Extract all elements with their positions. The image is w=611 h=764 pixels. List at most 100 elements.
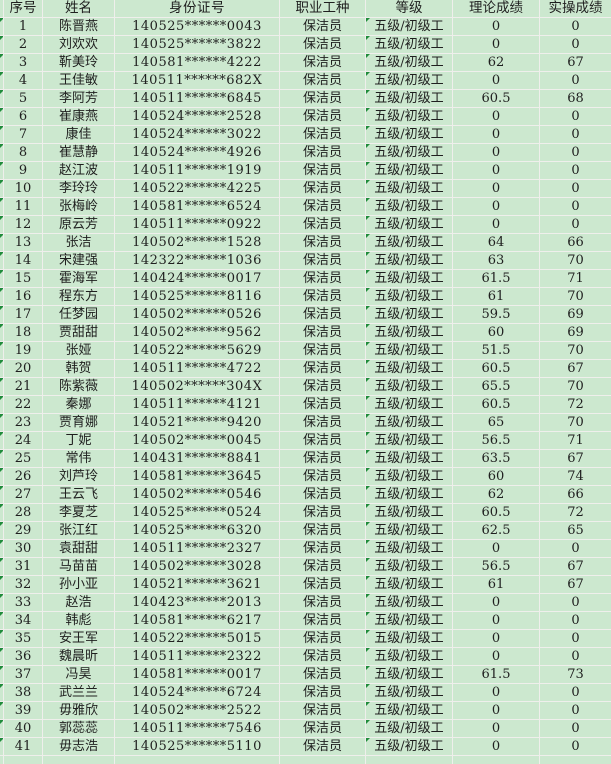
cell-name[interactable]: 陈紫薇 <box>43 378 115 395</box>
cell-job[interactable]: 保洁员 <box>280 216 366 233</box>
cell-job[interactable]: 保洁员 <box>280 468 366 485</box>
row-left-strip-cell[interactable] <box>0 288 4 305</box>
cell-practice[interactable]: 71 <box>567 271 584 286</box>
cell-level[interactable]: 五级/初级工 <box>366 540 453 557</box>
cell-practice[interactable]: 0 <box>571 649 580 664</box>
cell-name[interactable]: 韩彪 <box>43 612 115 629</box>
cell-theory[interactable]: 0 <box>453 648 540 665</box>
cell-level[interactable]: 五级/初级工 <box>366 18 453 35</box>
cell-id[interactable]: 140502******304X <box>115 378 280 395</box>
cell-seq[interactable]: 10 <box>4 180 43 197</box>
cell-name[interactable]: 李夏芝 <box>43 504 115 521</box>
row-left-strip-cell[interactable] <box>0 666 4 683</box>
row-left-strip-cell[interactable] <box>0 36 4 53</box>
cell-id[interactable]: 140502******0526 <box>115 306 280 323</box>
row-left-strip-cell[interactable] <box>0 558 4 575</box>
cell-name[interactable]: 孙小亚 <box>43 576 115 593</box>
cell-name[interactable]: 安王军 <box>43 630 115 647</box>
cell-name[interactable]: 王佳敏 <box>43 72 115 89</box>
cell-level[interactable]: 五级/初级工 <box>366 684 453 701</box>
cell-seq[interactable]: 34 <box>4 612 43 629</box>
cell-job[interactable]: 保洁员 <box>280 594 366 611</box>
cell-practice[interactable]: 72 <box>567 505 584 520</box>
row-left-strip-cell[interactable] <box>0 306 4 323</box>
cell-level[interactable]: 五级/初级工 <box>366 306 453 323</box>
cell-job[interactable]: 保洁员 <box>280 270 366 287</box>
cell-level[interactable]: 五级/初级工 <box>366 450 453 467</box>
cell-theory[interactable]: 60 <box>453 468 540 485</box>
cell-practice[interactable]: 67 <box>567 361 584 376</box>
cell-level[interactable]: 五级/初级工 <box>366 126 453 143</box>
cell-seq[interactable]: 32 <box>4 576 43 593</box>
cell-id[interactable]: 140525******0524 <box>115 504 280 521</box>
cell-practice[interactable]: 0 <box>571 145 580 160</box>
cell-theory[interactable]: 0 <box>453 630 540 647</box>
cell-id[interactable]: 140581******4222 <box>115 54 280 71</box>
cell-id[interactable]: 140521******9420 <box>115 414 280 431</box>
row-left-strip-cell[interactable] <box>0 432 4 449</box>
row-left-strip-cell[interactable] <box>0 594 4 611</box>
cell-seq[interactable]: 18 <box>4 324 43 341</box>
header-left-strip-cell[interactable] <box>0 0 4 17</box>
cell-level[interactable]: 五级/初级工 <box>366 216 453 233</box>
cell-practice[interactable]: 70 <box>567 343 584 358</box>
cell-seq[interactable]: 38 <box>4 684 43 701</box>
cell-seq[interactable]: 11 <box>4 198 43 215</box>
cell-job[interactable]: 保洁员 <box>280 252 366 269</box>
cell-job[interactable]: 保洁员 <box>280 414 366 431</box>
cell-theory[interactable]: 61 <box>453 288 540 305</box>
cell-theory[interactable]: 0 <box>453 18 540 35</box>
row-left-strip-cell[interactable] <box>0 648 4 665</box>
cell-level[interactable]: 五级/初级工 <box>366 162 453 179</box>
row-left-strip-cell[interactable] <box>0 234 4 251</box>
row-left-strip-cell[interactable] <box>0 360 4 377</box>
cell-job[interactable]: 保洁员 <box>280 198 366 215</box>
cell-id[interactable]: 140511******4722 <box>115 360 280 377</box>
cell-theory[interactable]: 64 <box>453 234 540 251</box>
cell-id[interactable]: 140511******2322 <box>115 648 280 665</box>
cell-seq[interactable]: 1 <box>4 18 43 35</box>
row-left-strip-cell[interactable] <box>0 252 4 269</box>
cell-name[interactable]: 丁妮 <box>43 432 115 449</box>
cell-level[interactable]: 五级/初级工 <box>366 738 453 755</box>
row-left-strip-cell[interactable] <box>0 18 4 35</box>
cell-practice[interactable]: 0 <box>571 181 580 196</box>
cell-practice[interactable]: 72 <box>567 397 584 412</box>
cell-practice[interactable]: 0 <box>571 613 580 628</box>
cell-seq[interactable]: 37 <box>4 666 43 683</box>
cell-level[interactable]: 五级/初级工 <box>366 486 453 503</box>
cell-seq[interactable]: 14 <box>4 252 43 269</box>
cell-theory[interactable]: 61.5 <box>453 666 540 683</box>
row-left-strip-cell[interactable] <box>0 54 4 71</box>
cell-theory[interactable]: 0 <box>453 612 540 629</box>
cell-name[interactable]: 赵浩 <box>43 594 115 611</box>
cell-id[interactable]: 140524******3022 <box>115 126 280 143</box>
cell-theory[interactable]: 0 <box>453 126 540 143</box>
row-left-strip-cell[interactable] <box>0 342 4 359</box>
cell-practice[interactable]: 0 <box>571 541 580 556</box>
cell-practice[interactable]: 65 <box>567 523 584 538</box>
cell-name[interactable]: 宋建强 <box>43 252 115 269</box>
empty-cell[interactable] <box>43 756 115 764</box>
empty-cell[interactable] <box>280 756 366 764</box>
cell-job[interactable]: 保洁员 <box>280 612 366 629</box>
cell-practice[interactable]: 0 <box>571 199 580 214</box>
cell-seq[interactable]: 5 <box>4 90 43 107</box>
cell-theory[interactable]: 56.5 <box>453 558 540 575</box>
cell-theory[interactable]: 62 <box>453 54 540 71</box>
cell-job[interactable]: 保洁员 <box>280 486 366 503</box>
cell-practice[interactable]: 68 <box>567 91 584 106</box>
cell-id[interactable]: 140525******8116 <box>115 288 280 305</box>
cell-level[interactable]: 五级/初级工 <box>366 522 453 539</box>
cell-practice[interactable]: 0 <box>571 595 580 610</box>
cell-name[interactable]: 陈晋燕 <box>43 18 115 35</box>
cell-job[interactable]: 保洁员 <box>280 126 366 143</box>
cell-practice[interactable]: 66 <box>567 235 584 250</box>
cell-practice[interactable]: 0 <box>571 109 580 124</box>
cell-theory[interactable]: 60.5 <box>453 396 540 413</box>
cell-job[interactable]: 保洁员 <box>280 378 366 395</box>
cell-seq[interactable]: 2 <box>4 36 43 53</box>
cell-job[interactable]: 保洁员 <box>280 324 366 341</box>
cell-theory[interactable]: 0 <box>453 540 540 557</box>
cell-level[interactable]: 五级/初级工 <box>366 360 453 377</box>
